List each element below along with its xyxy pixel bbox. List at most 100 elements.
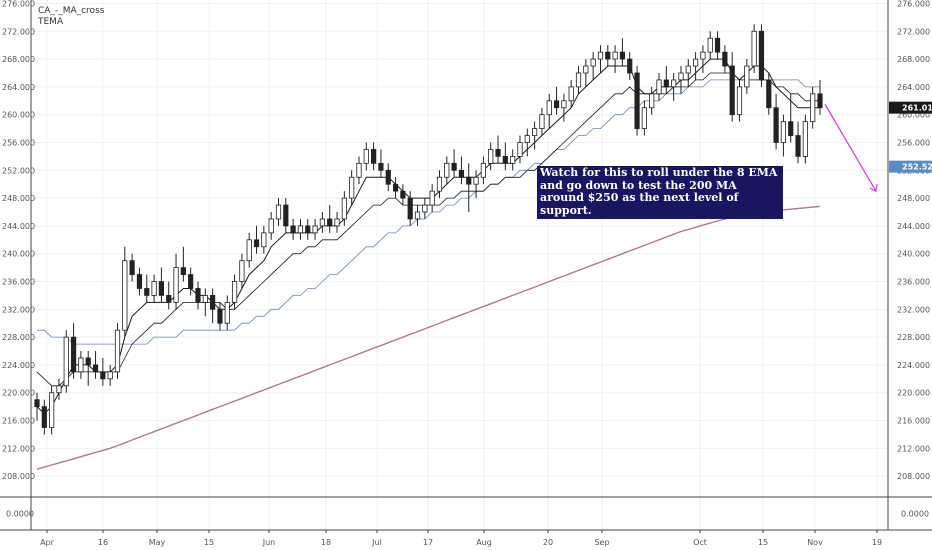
candle-body bbox=[283, 204, 289, 227]
y-tick-label-left: 268.000 bbox=[2, 55, 35, 64]
candle-body bbox=[385, 169, 391, 185]
y-tick-label-right: 244.000 bbox=[897, 222, 930, 231]
candle-body bbox=[532, 128, 538, 136]
candle-body bbox=[634, 72, 640, 129]
x-tick-label: Nov bbox=[807, 538, 823, 547]
candle-body bbox=[458, 169, 465, 178]
y-tick-label-left: 232.000 bbox=[2, 305, 35, 314]
candle-body bbox=[122, 260, 128, 331]
candle-body bbox=[502, 155, 508, 164]
axes bbox=[0, 0, 932, 531]
y-tick-label-left: 216.000 bbox=[2, 417, 35, 426]
candle-body bbox=[729, 65, 735, 116]
candle-body bbox=[795, 135, 801, 157]
y-tick-label-right: 248.000 bbox=[897, 194, 930, 203]
y-axis-left: 276.000 272.000 268.000 264.000 260.000 256.0… bbox=[2, 0, 35, 519]
candle-body bbox=[378, 162, 384, 171]
candle-body bbox=[641, 107, 647, 129]
y-tick-label-right: 208.000 bbox=[897, 472, 930, 481]
ema-slow-line bbox=[36, 72, 820, 387]
candle-body bbox=[49, 392, 55, 428]
y-tick-label-right: 216.000 bbox=[897, 417, 930, 426]
x-tick-label: 15 bbox=[758, 538, 768, 547]
arrow-shaft bbox=[824, 103, 877, 192]
candle-body bbox=[327, 218, 333, 227]
candle-body bbox=[312, 225, 318, 234]
indicator-legend: CA_-_MA_cross TEMA bbox=[38, 6, 104, 28]
y-tick-label-right: 264.000 bbox=[897, 83, 930, 92]
candle-body bbox=[766, 79, 772, 109]
y-tick-label-right: 232.000 bbox=[897, 305, 930, 314]
y-tick-label-left: 276.000 bbox=[2, 0, 35, 8]
candle-body bbox=[627, 58, 633, 74]
candle-body bbox=[714, 37, 721, 53]
candle-body bbox=[619, 51, 626, 60]
y-tick-label-right: 276.000 bbox=[897, 0, 930, 8]
y-tick-label-right: 212.000 bbox=[897, 444, 930, 453]
x-tick-label: Aug bbox=[476, 538, 492, 547]
candle-body bbox=[561, 100, 567, 109]
sub-pane-label-right: 0.0000 bbox=[901, 510, 929, 519]
candle-body bbox=[195, 288, 201, 303]
ema-slow-series bbox=[36, 72, 820, 387]
y-tick-label-left: 264.000 bbox=[2, 83, 35, 92]
y-tick-label-right: 268.000 bbox=[897, 55, 930, 64]
candle-body bbox=[319, 218, 325, 227]
ma-200-line bbox=[36, 205, 821, 470]
x-tick-label: Sep bbox=[594, 538, 609, 547]
candle-body bbox=[429, 190, 435, 206]
candle-body bbox=[788, 121, 794, 136]
x-axis: Apr 16 May 15 Jun 18 Jul 17 Aug 20 Sep Oct 15 Nov 19 bbox=[40, 530, 882, 547]
x-tick-label: Jun bbox=[262, 538, 276, 547]
y-tick-label-left: 220.000 bbox=[2, 389, 35, 398]
candle-body bbox=[751, 30, 757, 67]
y-tick-label-left: 260.000 bbox=[2, 111, 35, 120]
indicator-label-tema: TEMA bbox=[38, 17, 64, 27]
candle-body bbox=[802, 121, 808, 157]
candle-body bbox=[78, 357, 84, 373]
candle-body bbox=[246, 239, 252, 262]
ma-200-series bbox=[36, 205, 821, 470]
candle-body bbox=[210, 295, 216, 310]
candle-body bbox=[451, 162, 457, 171]
candle-body bbox=[290, 225, 296, 234]
candle-body bbox=[583, 65, 589, 74]
candle-body bbox=[144, 288, 150, 296]
y-tick-label-right: 260.000 bbox=[897, 111, 930, 120]
candle-body bbox=[612, 51, 618, 60]
candle-body bbox=[253, 239, 260, 248]
candle-body bbox=[692, 58, 699, 67]
y-tick-label-left: 236.000 bbox=[2, 278, 35, 287]
annotation-box: Watch for this to roll under the 8 EMA a… bbox=[537, 166, 783, 219]
candle-body bbox=[129, 260, 135, 275]
candle-body bbox=[239, 260, 245, 282]
sub-pane-label-left: 0.0000 bbox=[6, 510, 34, 519]
candle-body bbox=[466, 176, 472, 185]
x-tick-label: 19 bbox=[872, 538, 882, 547]
y-tick-label-right: 220.000 bbox=[897, 389, 930, 398]
candle-body bbox=[275, 204, 282, 220]
candle-body bbox=[597, 51, 604, 60]
candle-body bbox=[422, 204, 428, 213]
candle-body bbox=[436, 176, 443, 192]
candle-body bbox=[656, 79, 662, 95]
indicator-label-ma-cross: CA_-_MA_cross bbox=[38, 6, 105, 16]
candle-body bbox=[480, 162, 486, 178]
y-tick-label-left: 224.000 bbox=[2, 361, 35, 370]
candle-body bbox=[261, 232, 267, 248]
candle-body bbox=[85, 357, 91, 366]
y-tick-label-left: 252.000 bbox=[2, 166, 35, 175]
x-tick-label: 17 bbox=[423, 538, 433, 547]
candle-body bbox=[707, 37, 713, 53]
candle-body bbox=[100, 371, 106, 380]
candle-body bbox=[568, 86, 574, 102]
x-tick-label: Jul bbox=[371, 538, 382, 547]
candle-body bbox=[114, 329, 121, 373]
projection-arrow bbox=[824, 103, 878, 193]
candle-body bbox=[166, 295, 172, 303]
grid bbox=[31, 0, 888, 530]
y-tick-label-right: 224.000 bbox=[897, 361, 930, 370]
candle-body bbox=[305, 225, 311, 234]
candle-body bbox=[590, 58, 596, 67]
y-tick-label-left: 272.000 bbox=[2, 27, 35, 36]
